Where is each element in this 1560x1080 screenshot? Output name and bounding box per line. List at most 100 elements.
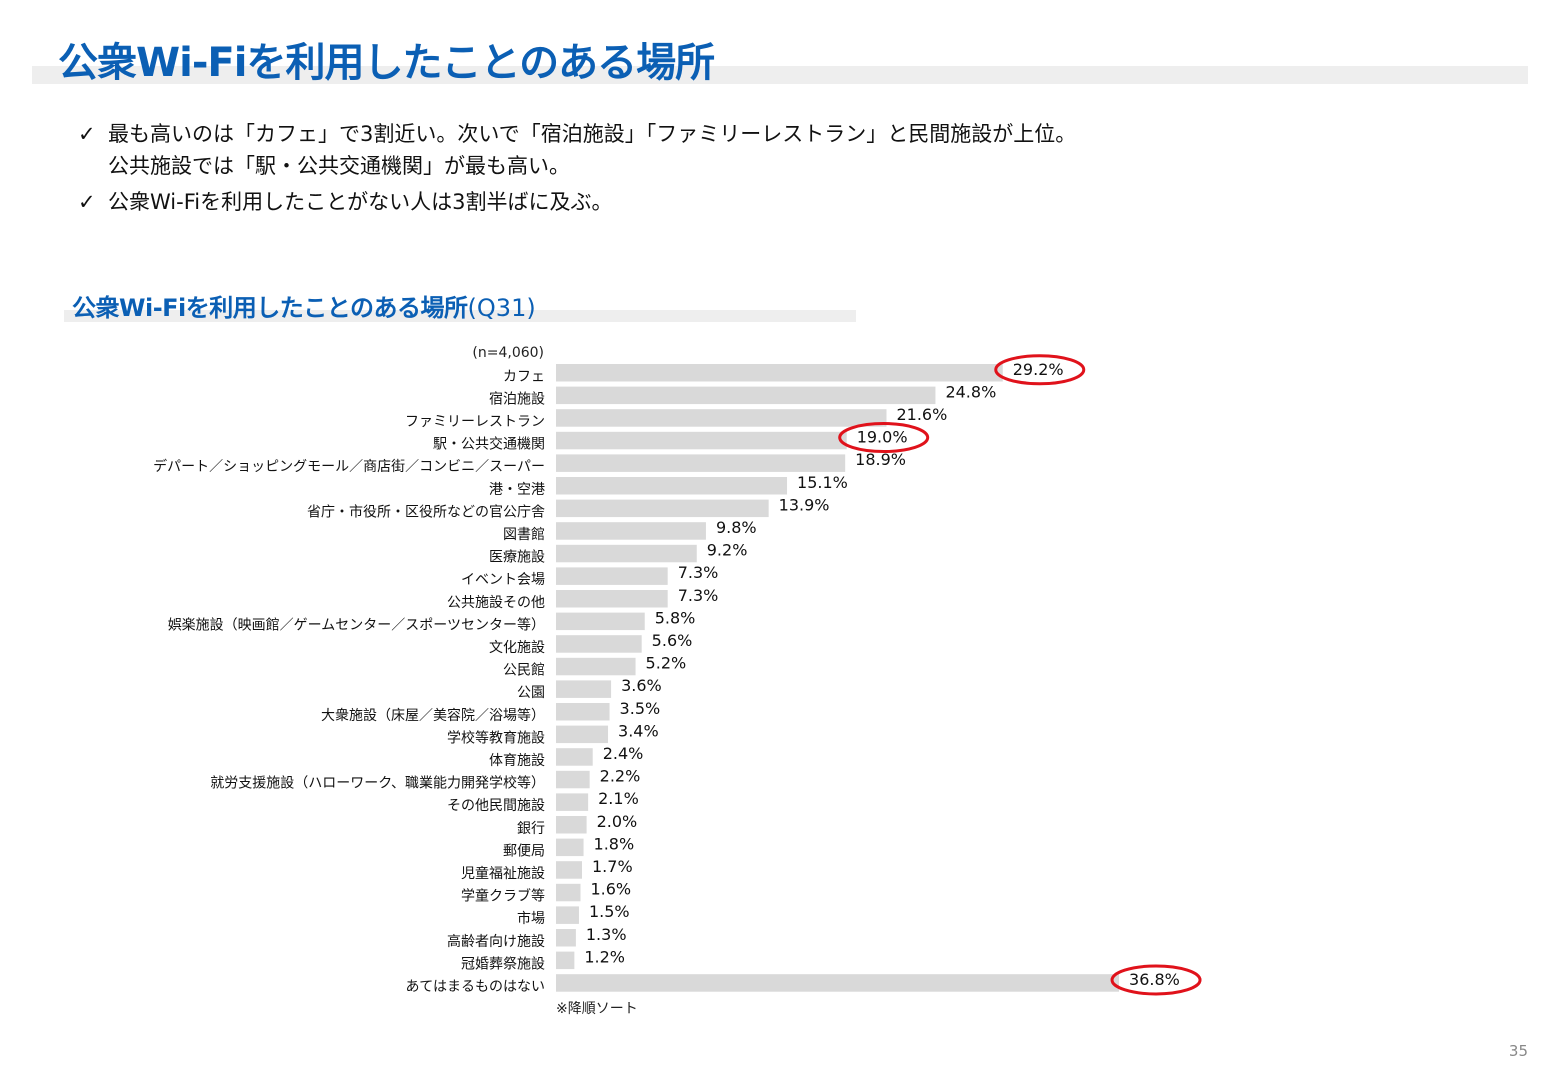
bar <box>556 929 576 947</box>
value-label: 1.5% <box>589 902 630 921</box>
bar <box>556 544 697 563</box>
category-label: 体育施設 <box>489 753 545 769</box>
bar <box>556 816 587 834</box>
bullet-text: 公共施設では「駅・公共交通機関」が最も高い。 <box>108 154 570 178</box>
value-label: 1.3% <box>586 925 627 944</box>
value-label: 1.7% <box>592 857 633 876</box>
category-label: 市場 <box>517 910 545 927</box>
value-label: 1.8% <box>594 834 635 853</box>
category-label: デパート／ショッピングモール／商店街／コンビニ／スーパー <box>153 458 545 475</box>
check-icon: ✓ <box>78 122 96 146</box>
value-label: 5.2% <box>646 654 687 673</box>
bar <box>556 386 936 405</box>
value-label: 13.9% <box>779 495 830 514</box>
category-label: 銀行 <box>517 821 545 837</box>
category-label: 図書館 <box>503 526 545 543</box>
title-underline-band <box>32 66 1528 84</box>
bar <box>556 567 668 585</box>
chart-question-code: (Q31) <box>467 294 536 322</box>
bar <box>556 499 769 518</box>
value-label: 36.8% <box>1129 970 1180 989</box>
bullet-item: ✓ 最も高いのは「カフェ」で3割近い。次いで「宿泊施設」「ファミリーレストラン」… <box>78 118 1076 182</box>
value-label: 1.2% <box>584 947 625 966</box>
category-label: 駅・公共交通機関 <box>433 436 545 453</box>
bar <box>556 364 1003 382</box>
category-label: ファミリーレストラン <box>405 414 545 430</box>
bar <box>556 590 668 608</box>
value-label: 19.0% <box>857 428 908 447</box>
bar <box>556 951 575 970</box>
bar <box>556 635 642 653</box>
bar <box>556 770 590 789</box>
category-label: 冠婚葬祭施設 <box>461 956 545 972</box>
category-label: 学校等教育施設 <box>447 729 545 746</box>
value-label: 2.0% <box>597 812 638 831</box>
bar <box>556 906 579 924</box>
bar <box>556 974 1120 992</box>
value-label: 15.1% <box>797 473 848 492</box>
category-label: 文化施設 <box>489 640 545 656</box>
value-label: 3.6% <box>621 676 662 695</box>
bar <box>556 793 589 811</box>
category-label: カフェ <box>503 369 545 385</box>
value-label: 9.8% <box>716 518 757 537</box>
category-label: 学童クラブ等 <box>461 888 545 905</box>
bar <box>556 431 847 450</box>
category-label: 公民館 <box>503 662 545 679</box>
value-label: 5.8% <box>655 608 696 627</box>
category-label: その他民間施設 <box>447 798 545 814</box>
category-label: 高齢者向け施設 <box>447 933 545 950</box>
page-number: 35 <box>1508 1042 1528 1060</box>
value-label: 7.3% <box>678 586 719 605</box>
value-label: 5.6% <box>652 631 693 650</box>
category-label: 郵便局 <box>503 843 545 859</box>
category-label: 娯楽施設（映画館／ゲームセンター／スポーツセンター等） <box>168 616 545 633</box>
category-label: 公園 <box>517 685 545 701</box>
value-label: 21.6% <box>896 405 947 424</box>
bar <box>556 861 583 879</box>
bar <box>556 883 581 902</box>
check-icon: ✓ <box>78 190 96 214</box>
bar <box>556 703 610 721</box>
category-label: 大衆施設（床屋／美容院／浴場等） <box>321 707 545 724</box>
bar <box>556 725 609 744</box>
value-label: 2.4% <box>603 744 644 763</box>
sample-size-label: (n=4,060) <box>472 345 544 361</box>
category-label: あてはまるものはない <box>406 979 545 995</box>
category-label: 就労支援施設（ハローワーク、職業能力開発学校等） <box>210 775 545 792</box>
category-label: イベント会場 <box>461 572 545 588</box>
value-label: 24.8% <box>945 382 996 401</box>
bullet-item: ✓ 公衆Wi-Fiを利用したことがない人は3割半ばに及ぶ。 <box>78 186 1076 218</box>
highlight-circle <box>838 422 930 454</box>
category-label: 児童福祉施設 <box>461 865 545 882</box>
category-label: 医療施設 <box>489 549 545 566</box>
value-label: 2.2% <box>600 767 641 786</box>
value-label: 18.9% <box>855 450 906 469</box>
chart-title-main: 公衆Wi-Fiを利用したことのある場所 <box>72 294 468 322</box>
category-label: 公共施設その他 <box>447 595 545 611</box>
bullet-text: 最も高いのは「カフェ」で3割近い。次いで「宿泊施設」「ファミリーレストラン」と民… <box>108 122 1077 146</box>
bar <box>556 454 846 472</box>
chart-title-band <box>64 310 856 322</box>
sort-note: ※降順ソート <box>556 1001 638 1017</box>
value-label: 7.3% <box>678 563 719 582</box>
value-label: 1.6% <box>590 880 631 899</box>
bar <box>556 612 645 631</box>
bar <box>556 748 593 766</box>
value-label: 29.2% <box>1013 360 1064 379</box>
bar <box>556 657 636 676</box>
category-label: 宿泊施設 <box>489 390 545 407</box>
bar <box>556 522 706 540</box>
bar <box>556 838 584 857</box>
bar <box>556 477 788 495</box>
bar <box>556 680 612 698</box>
page-title: 公衆Wi-Fiを利用したことのある場所 <box>58 40 715 86</box>
category-label: 港・空港 <box>489 482 545 498</box>
summary-bullets: ✓ 最も高いのは「カフェ」で3割近い。次いで「宿泊施設」「ファミリーレストラン」… <box>78 118 1076 222</box>
value-label: 9.2% <box>707 541 748 560</box>
bullet-text: 公衆Wi-Fiを利用したことがない人は3割半ばに及ぶ。 <box>108 190 613 214</box>
chart-title: 公衆Wi-Fiを利用したことのある場所(Q31) <box>72 288 536 323</box>
bar <box>556 409 887 427</box>
category-label: 省庁・市役所・区役所などの官公庁舎 <box>307 503 545 520</box>
